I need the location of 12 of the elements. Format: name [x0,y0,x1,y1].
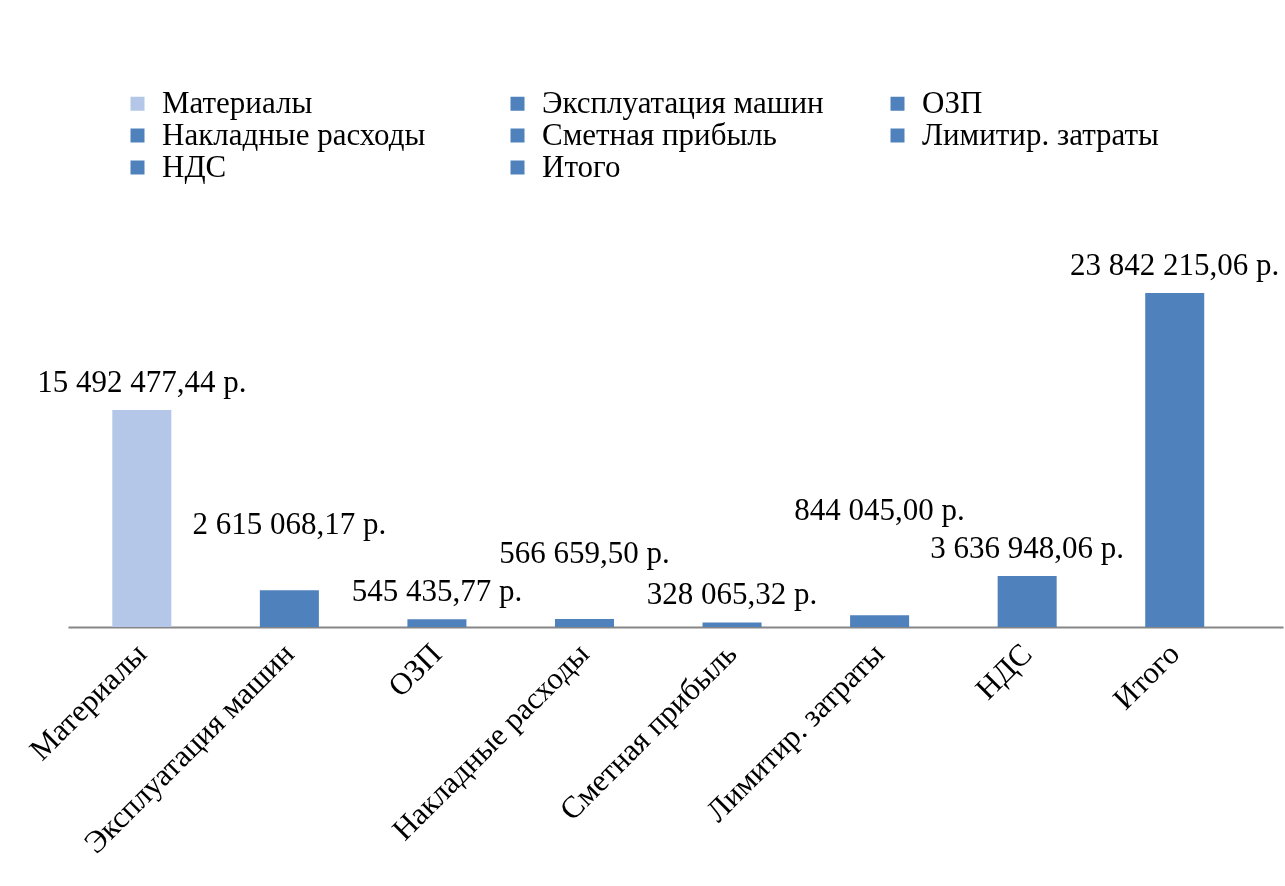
legend-label: Итого [542,148,621,184]
data-label: 844 045,00 р. [794,492,965,528]
legend-label: Эксплуатация машин [542,84,824,120]
legend-label: Материалы [162,84,313,120]
data-label: 545 435,77 р. [351,573,523,609]
data-label: 15 492 477,44 р. [37,363,247,399]
data-label: 3 636 948,06 р. [930,530,1125,566]
data-label: 566 659,50 р. [499,535,670,571]
data-label: 328 065,32 р. [646,576,818,612]
data-label: 2 615 068,17 р. [192,506,387,542]
data-label: 23 842 215,06 р. [1070,247,1280,282]
legend-label: НДС [162,148,227,184]
